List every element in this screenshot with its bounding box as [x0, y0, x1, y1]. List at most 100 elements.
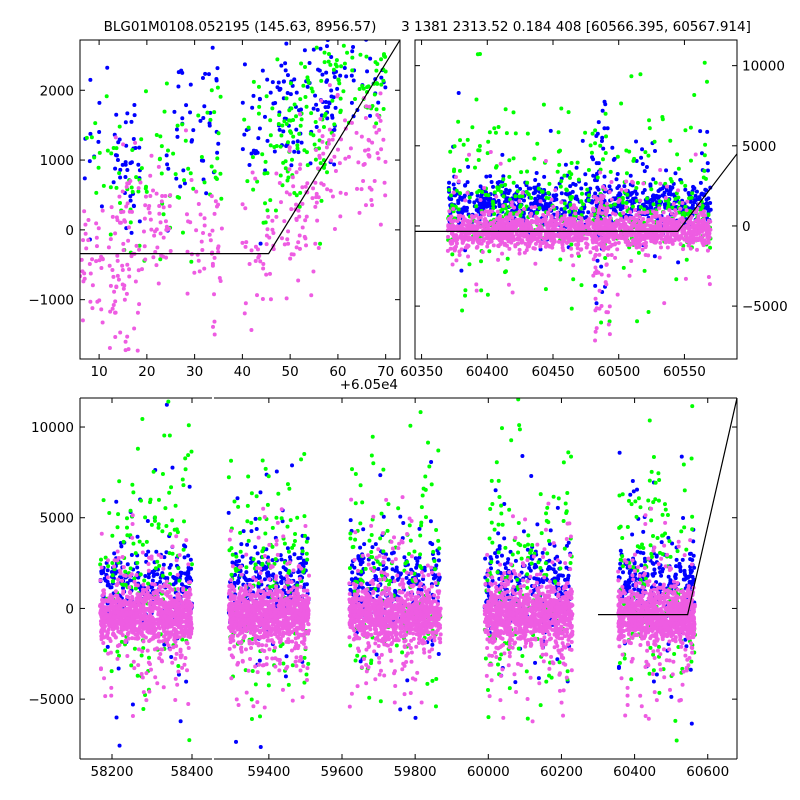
- panel1-point: [114, 284, 119, 289]
- panel2-title: 3 1381 2313.52 0.184 408 [60566.395, 605…: [401, 19, 751, 35]
- panel2-point: [640, 233, 645, 238]
- panel2-point: [608, 215, 613, 220]
- panel1-point: [318, 117, 323, 122]
- panel3-point: [162, 433, 167, 438]
- panel2-point: [549, 217, 554, 222]
- panel2-point: [602, 126, 607, 131]
- panel2-point: [569, 253, 574, 258]
- panel2-point: [675, 152, 680, 157]
- panel2-point: [576, 251, 581, 256]
- panel2-point: [612, 202, 617, 207]
- panel2-point: [567, 175, 572, 180]
- panel2-point: [693, 193, 698, 198]
- panel1-point: [372, 124, 377, 129]
- panel1-point: [262, 171, 267, 176]
- panel1-point: [161, 205, 166, 210]
- panel2-point: [603, 246, 608, 251]
- panel2-point: [477, 188, 482, 193]
- panel3-point: [157, 563, 162, 568]
- panel1-point: [302, 48, 307, 53]
- panel1-point: [325, 116, 330, 121]
- panel2-point: [637, 214, 642, 219]
- panel2-point: [641, 181, 646, 186]
- panel1-point: [335, 147, 340, 152]
- panel3-point: [117, 479, 122, 484]
- panel1-point: [180, 122, 185, 127]
- panel2-point: [625, 234, 630, 239]
- panel1-point: [332, 154, 337, 159]
- panel2-point: [506, 282, 511, 287]
- panel1-point: [215, 66, 220, 71]
- panel1-point: [246, 125, 251, 130]
- panel1-point: [353, 97, 358, 102]
- panel1-point: [265, 77, 270, 82]
- panel3-point: [184, 576, 189, 581]
- panel2-point: [490, 226, 495, 231]
- panel2-point: [702, 60, 707, 65]
- panel2-point: [586, 217, 591, 222]
- panel2-point: [683, 204, 688, 209]
- panel2-point: [678, 206, 683, 211]
- panel2-point: [466, 237, 471, 242]
- panel2-point: [689, 195, 694, 200]
- panel1-point: [159, 199, 164, 204]
- panel2-point: [604, 201, 609, 206]
- panel3-point: [130, 513, 135, 518]
- panel3-point: [147, 689, 152, 694]
- panel1-point: [200, 76, 205, 81]
- panel3-point: [143, 515, 148, 520]
- panel2-point: [500, 240, 505, 245]
- panel2-point: [583, 130, 588, 135]
- panel3-point: [158, 651, 163, 656]
- panel2-point: [478, 225, 483, 230]
- panel2-point: [597, 288, 602, 293]
- panel1-point: [324, 79, 329, 84]
- panel1-point: [333, 169, 338, 174]
- panel3-point: [183, 456, 188, 461]
- panel3-point: [155, 572, 160, 577]
- panel2-point: [610, 145, 615, 150]
- panel1-point: [166, 166, 171, 171]
- panel2-point: [549, 237, 554, 242]
- panel3-point: [115, 644, 120, 649]
- panel2-point: [703, 142, 708, 147]
- panel2-point: [452, 144, 457, 149]
- panel2-point: [480, 202, 485, 207]
- panel2-point: [633, 208, 638, 213]
- panel1-point: [214, 176, 219, 181]
- panel2-point: [583, 224, 588, 229]
- panel1-point: [342, 66, 347, 71]
- panel1-point: [202, 180, 207, 185]
- panel2-point: [518, 219, 523, 224]
- panel2-point: [488, 150, 493, 155]
- panel1-point: [350, 68, 355, 73]
- panel1-point: [366, 137, 371, 142]
- panel1-point: [361, 86, 366, 91]
- panel2-point: [469, 223, 474, 228]
- panel1-point: [351, 45, 356, 50]
- panel2-point: [486, 212, 491, 217]
- panel2-point: [544, 241, 549, 246]
- panel3-point: [137, 539, 142, 544]
- panel1-point: [129, 254, 134, 259]
- panel2-point: [652, 210, 657, 215]
- panel2-point: [586, 193, 591, 198]
- panel2-point: [448, 246, 453, 251]
- panel1-point: [313, 93, 318, 98]
- panel2-point: [600, 157, 605, 162]
- panel2-point: [501, 177, 506, 182]
- panel2-point: [476, 209, 481, 214]
- panel2-point: [609, 197, 614, 202]
- panel2-point: [629, 258, 634, 263]
- panel1-point: [147, 210, 152, 215]
- panel2-point: [529, 201, 534, 206]
- panel2-point: [633, 234, 638, 239]
- panel3-point: [154, 549, 159, 554]
- panel2-point: [524, 189, 529, 194]
- panel1-point: [125, 201, 130, 206]
- panel2-point: [706, 235, 711, 240]
- panel2-point: [486, 241, 491, 246]
- panel3-point: [131, 541, 136, 546]
- panel1-point: [286, 229, 291, 234]
- panel1-point: [271, 247, 276, 252]
